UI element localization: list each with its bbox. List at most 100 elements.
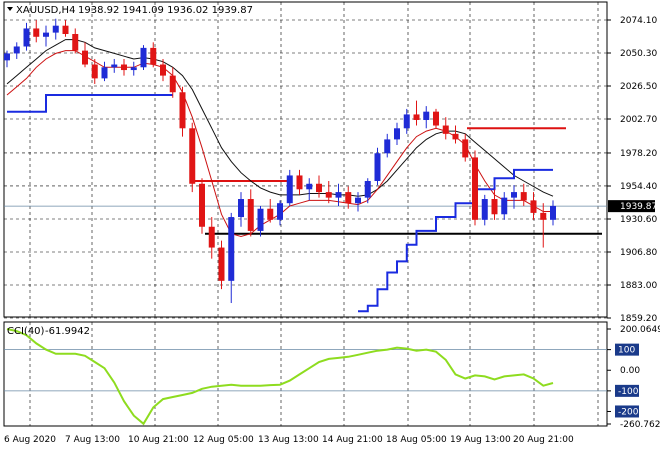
candle	[423, 106, 430, 129]
slow-moving-average-line	[6, 39, 554, 197]
candle-body	[257, 208, 264, 231]
candle-body	[364, 180, 371, 198]
grid	[4, 2, 607, 426]
candle-body	[218, 247, 225, 281]
cci-tick-label: 200.0649	[620, 325, 660, 335]
candle	[355, 192, 361, 212]
candle-body	[43, 32, 49, 37]
time-tick-label: 19 Aug 13:00	[450, 435, 511, 445]
candle-body	[82, 50, 88, 65]
candle	[296, 169, 303, 195]
price-tick-label: 1906.80	[620, 248, 657, 258]
candle	[403, 108, 410, 134]
cci-level-badge	[615, 405, 639, 418]
candle-body	[462, 139, 469, 158]
candle	[4, 50, 10, 68]
candle-body	[413, 114, 420, 120]
candle-body	[530, 200, 537, 213]
candle-body	[247, 199, 254, 231]
candle	[520, 183, 527, 206]
candle-body	[277, 203, 283, 220]
candle	[306, 178, 313, 201]
candle-body	[62, 25, 69, 35]
price-tick-label: 1954.40	[620, 182, 657, 192]
candle-body	[91, 64, 98, 79]
candle-body	[511, 192, 517, 198]
price-tick-label: 1978.20	[620, 149, 657, 159]
candle	[491, 189, 498, 220]
candle-body	[433, 111, 439, 126]
candles	[4, 18, 556, 304]
price-tick-label: 1930.60	[620, 215, 657, 225]
candle	[33, 20, 40, 43]
cci-current-value: -61.9942	[45, 326, 90, 337]
main-panel-frame	[3, 1, 608, 318]
candle-body	[267, 208, 274, 220]
candle-body	[13, 46, 20, 54]
candle-body	[101, 67, 108, 79]
candle	[91, 58, 98, 84]
candle	[121, 58, 127, 76]
candle	[72, 28, 79, 54]
candle	[384, 133, 391, 158]
candle	[374, 147, 381, 186]
candle-body	[111, 64, 118, 68]
candle-body	[355, 197, 361, 204]
candle-body	[286, 175, 293, 204]
candle	[433, 108, 439, 129]
time-tick-label: 6 Aug 2020	[4, 435, 56, 445]
candle-body	[472, 157, 478, 220]
candle-body	[442, 125, 449, 134]
candle	[364, 178, 371, 204]
price-tick-label: 2002.70	[620, 115, 657, 125]
candle	[442, 117, 449, 140]
time-tick-label: 20 Aug 21:00	[513, 435, 574, 445]
candle-body	[550, 205, 556, 220]
candle-body	[208, 226, 215, 248]
candle-body	[52, 25, 59, 33]
candle-body	[481, 199, 488, 220]
candle	[481, 194, 488, 226]
candle-body	[501, 197, 508, 215]
time-tick-label: 13 Aug 13:00	[258, 435, 319, 445]
candle-body	[325, 192, 332, 198]
candle	[462, 133, 469, 162]
cci-level-badge	[615, 384, 639, 397]
candle-body	[403, 114, 410, 129]
candle-body	[384, 139, 391, 154]
price-tick-label: 1859.20	[620, 314, 657, 324]
candle-body	[296, 175, 303, 190]
candle	[511, 185, 517, 209]
candle-body	[150, 47, 157, 65]
price-tick-label: 2026.50	[620, 82, 657, 92]
candle	[13, 42, 20, 59]
candle	[286, 169, 293, 206]
candle-body	[238, 199, 244, 218]
dropdown-triangle-icon[interactable]	[7, 7, 13, 11]
cci-title: CCI(40)	[7, 326, 45, 337]
candle	[101, 61, 108, 82]
cci-panel-frame	[3, 321, 608, 427]
price-tick-label: 2050.30	[620, 49, 657, 59]
candle-body	[540, 212, 547, 220]
candle-body	[335, 192, 342, 198]
candle	[208, 217, 215, 259]
candle	[501, 192, 508, 220]
candle	[52, 18, 59, 40]
cci-tick-label: 0.00	[620, 366, 640, 376]
candle-body	[394, 128, 400, 140]
candle-body	[179, 92, 186, 129]
candle-body	[72, 34, 79, 51]
candle-body	[423, 111, 430, 120]
candle-body	[169, 75, 176, 93]
candle	[169, 67, 176, 98]
trailing-stop-line	[7, 94, 173, 113]
candle	[218, 240, 225, 290]
candle-body	[228, 217, 235, 281]
candle	[540, 203, 547, 248]
candle-body	[199, 183, 205, 227]
candle-body	[140, 47, 147, 68]
time-tick-label: 14 Aug 21:00	[322, 435, 383, 445]
candle-body	[121, 64, 127, 71]
